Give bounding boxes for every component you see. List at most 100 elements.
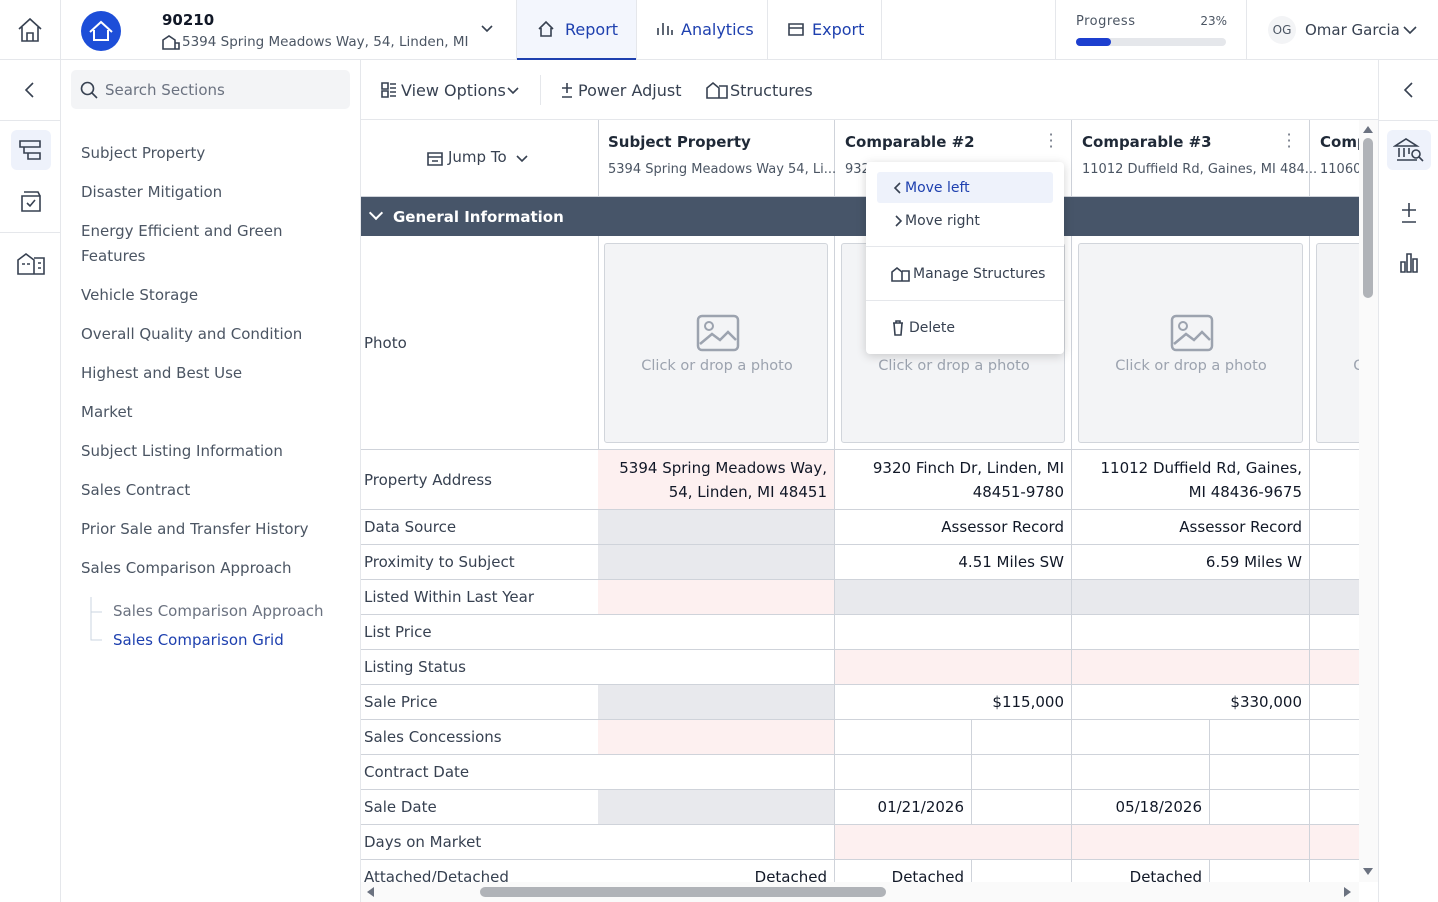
tab-active[interactable] — [517, 0, 637, 60]
cell[interactable] — [1072, 720, 1210, 755]
h-scrollbar[interactable] — [361, 882, 1359, 902]
subsection-link[interactable]: Sales Comparison Approach — [113, 602, 324, 620]
jump-to[interactable]: Jump To — [448, 148, 507, 166]
nav-icon[interactable] — [19, 190, 43, 214]
kebab-menu[interactable]: · · · — [1048, 125, 1054, 156]
nav-icon[interactable] — [1399, 200, 1419, 224]
cell[interactable] — [835, 825, 1072, 860]
section-link[interactable]: Subject Listing Information — [81, 442, 283, 460]
cell[interactable] — [835, 755, 972, 790]
cell[interactable] — [598, 615, 835, 650]
nav-icon[interactable] — [1398, 250, 1420, 274]
chevron[interactable] — [1402, 25, 1418, 35]
scroll-thumb[interactable] — [1363, 138, 1373, 298]
cell[interactable]: Assessor Record — [1072, 510, 1310, 545]
cell[interactable]: 4.51 Miles SW — [835, 545, 1072, 580]
toolbar-button[interactable]: Structures — [730, 81, 813, 100]
cell[interactable] — [1072, 615, 1310, 650]
cell[interactable] — [1310, 685, 1359, 720]
cell[interactable] — [1072, 755, 1210, 790]
cell[interactable] — [598, 685, 835, 720]
cell[interactable] — [1310, 650, 1359, 685]
subsection-link[interactable]: Sales Comparison Grid — [113, 631, 284, 649]
cell[interactable]: $115,000 — [835, 685, 1072, 720]
scroll-arrow[interactable] — [1362, 124, 1374, 134]
cell[interactable] — [972, 860, 1072, 882]
section-link[interactable]: Disaster Mitigation — [81, 183, 223, 201]
cell[interactable] — [1310, 720, 1359, 755]
cell[interactable] — [1072, 825, 1310, 860]
cell[interactable] — [598, 510, 835, 545]
cell[interactable]: $330,000 — [1072, 685, 1310, 720]
section-link[interactable]: Energy Efficient and Green Features — [81, 222, 283, 265]
collapse-icon[interactable] — [1399, 80, 1419, 100]
photo-drop[interactable]: Click or drop a photo — [1078, 243, 1303, 443]
v-scrollbar[interactable] — [1359, 120, 1378, 882]
scroll-thumb[interactable] — [480, 887, 886, 897]
cell[interactable]: Detached — [598, 860, 835, 882]
cell[interactable] — [598, 545, 835, 580]
scroll-arrow[interactable] — [1343, 886, 1353, 898]
cell[interactable]: Detached — [1072, 860, 1210, 882]
cell[interactable] — [1310, 580, 1359, 615]
section-link[interactable]: Subject Property — [81, 144, 206, 162]
cell[interactable] — [1072, 580, 1310, 615]
section-link[interactable]: Prior Sale and Transfer History — [81, 520, 309, 538]
collapse-icon[interactable] — [20, 80, 40, 100]
cell[interactable] — [1072, 650, 1310, 685]
menu-item[interactable]: Move left — [877, 172, 1053, 203]
cell[interactable] — [835, 720, 972, 755]
search-box[interactable] — [71, 70, 350, 109]
cell[interactable]: 05/18/2026 — [1072, 790, 1210, 825]
cell[interactable] — [835, 580, 1072, 615]
tab[interactable]: Report — [565, 20, 619, 39]
cell[interactable] — [972, 720, 1072, 755]
cell[interactable] — [1310, 755, 1359, 790]
cell[interactable] — [598, 650, 835, 685]
kebab-menu[interactable]: · · · — [1286, 125, 1292, 156]
menu-item[interactable]: Move right — [877, 205, 1053, 236]
section-link[interactable]: Sales Comparison Approach — [81, 559, 292, 577]
cell[interactable] — [1210, 755, 1310, 790]
cell[interactable] — [1210, 720, 1310, 755]
toolbar-button[interactable]: View Options — [401, 81, 506, 100]
cell[interactable] — [835, 615, 1072, 650]
cell[interactable]: 01/21/2026 — [835, 790, 972, 825]
section-link[interactable]: Overall Quality and Condition — [81, 325, 303, 343]
section-link[interactable]: Highest and Best Use — [81, 364, 243, 382]
cell[interactable] — [1210, 790, 1310, 825]
cell[interactable] — [1310, 790, 1359, 825]
user-name[interactable]: Omar Garcia — [1305, 21, 1400, 39]
section-link[interactable]: Market — [81, 403, 133, 421]
menu-item[interactable]: Delete — [877, 312, 1053, 343]
cell[interactable]: Assessor Record — [835, 510, 1072, 545]
cell[interactable] — [598, 755, 835, 790]
cell[interactable] — [1310, 825, 1359, 860]
cell[interactable] — [598, 580, 835, 615]
cell[interactable]: 9320 Finch Dr, Linden, MI 48451-9780 — [835, 450, 1072, 510]
chevron[interactable] — [480, 24, 494, 34]
tab[interactable]: Analytics — [681, 20, 754, 39]
cell[interactable] — [1310, 615, 1359, 650]
toolbar-button[interactable]: Power Adjust — [578, 81, 682, 100]
avatar[interactable]: OG — [1268, 16, 1296, 44]
cell[interactable]: Detached — [835, 860, 972, 882]
cell[interactable]: 6.59 Miles W — [1072, 545, 1310, 580]
cell[interactable]: 11012 Duffield Rd, Gaines, MI 48436-9675 — [1072, 450, 1310, 510]
cell[interactable]: 11 — [1310, 450, 1359, 510]
cell[interactable] — [972, 755, 1072, 790]
cell[interactable] — [1310, 510, 1359, 545]
cell[interactable] — [598, 790, 835, 825]
section-link[interactable]: Vehicle Storage — [81, 286, 199, 304]
cell[interactable] — [598, 720, 835, 755]
section-link[interactable]: Sales Contract — [81, 481, 191, 499]
photo-drop[interactable]: Click or drop a photo — [1316, 243, 1359, 443]
scroll-arrow[interactable] — [1362, 867, 1374, 877]
cell[interactable] — [1210, 860, 1310, 882]
section-bar[interactable]: General Information — [361, 197, 1359, 236]
cell[interactable]: 5394 Spring Meadows Way, 54, Linden, MI … — [598, 450, 835, 510]
cell[interactable] — [972, 790, 1072, 825]
nav-active[interactable] — [11, 130, 51, 170]
tab[interactable]: Export — [812, 20, 865, 39]
search-placeholder[interactable]: Search Sections — [105, 81, 225, 99]
